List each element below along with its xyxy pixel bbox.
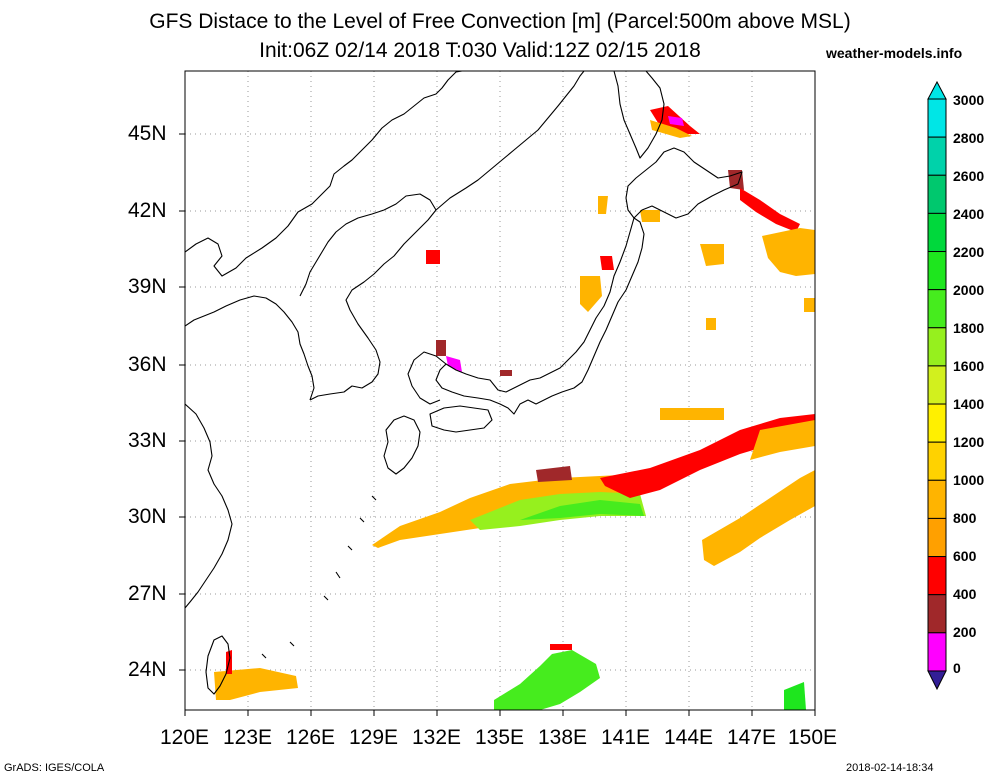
colorbar-segment <box>927 441 947 481</box>
lat-label: 39N <box>128 275 167 298</box>
colorbar-segment <box>927 556 947 596</box>
lon-label: 129E <box>349 726 399 749</box>
colorbar-label: 0 <box>953 660 961 676</box>
field-patch <box>214 668 298 700</box>
colorbar-label: 1200 <box>953 434 985 450</box>
colorbar-segment <box>927 136 947 176</box>
field-patch <box>702 470 815 566</box>
field-patch <box>520 500 644 520</box>
colorbar-segment <box>927 251 947 291</box>
lon-label: 123E <box>223 726 273 749</box>
colorbar-segment <box>927 174 947 214</box>
field-patch <box>580 276 602 312</box>
field-patch <box>784 682 806 710</box>
coast-honshu <box>435 217 645 415</box>
field-patch <box>426 250 440 264</box>
convection-field <box>214 106 815 710</box>
lon-label: 147E <box>727 726 777 749</box>
field-patch <box>668 116 684 126</box>
field-patch <box>740 188 800 232</box>
colorbar-segment <box>927 594 947 634</box>
site-label: weather-models.info <box>826 45 963 61</box>
colorbar-arrow-top <box>927 80 947 100</box>
lat-label: 24N <box>128 658 167 681</box>
lon-label: 120E <box>160 726 210 749</box>
colorbar-label: 3000 <box>953 92 985 108</box>
lon-label: 132E <box>412 726 462 749</box>
coast-honshu-west <box>407 351 447 405</box>
coast-asia-mainland <box>185 71 463 401</box>
coast-korea <box>299 193 437 401</box>
colorbar-segment <box>927 403 947 443</box>
coast-china-east <box>185 403 233 609</box>
colorbar <box>927 80 947 691</box>
colorbar-segment <box>927 212 947 253</box>
field-patch <box>536 466 572 482</box>
lat-label: 33N <box>128 429 167 452</box>
footer-timestamp: 2018-02-14-18:34 <box>846 762 934 774</box>
colorbar-segment <box>927 632 947 672</box>
colorbar-label: 2600 <box>953 168 985 184</box>
lat-label: 30N <box>128 505 167 528</box>
colorbar-label: 1600 <box>953 358 985 374</box>
colorbar-segment <box>927 365 947 405</box>
coast-shikoku <box>429 405 493 433</box>
colorbar-arrow-bottom <box>927 670 947 691</box>
lat-label: 45N <box>128 122 167 145</box>
coast-taiwan <box>205 635 231 695</box>
field-patch <box>640 210 660 222</box>
footer-software: GrADS: IGES/COLA <box>4 762 105 774</box>
coast-hokkaido <box>625 147 743 219</box>
lat-label: 42N <box>128 199 167 222</box>
colorbar-label: 200 <box>953 624 977 640</box>
lon-label: 141E <box>601 726 651 749</box>
field-patch <box>700 244 724 266</box>
colorbar-segment <box>927 479 947 519</box>
coast-ryukyu <box>261 495 377 659</box>
field-patch <box>762 228 815 276</box>
coast-sakhalin <box>613 71 665 159</box>
colorbar-label: 1400 <box>953 396 985 412</box>
title-line-2: Init:06Z 02/14 2018 T:030 Valid:12Z 02/1… <box>259 39 701 62</box>
field-patch <box>804 298 815 312</box>
colorbar-label: 2200 <box>953 244 985 260</box>
lat-label: 36N <box>128 353 167 376</box>
field-patch <box>446 356 462 372</box>
lat-label: 27N <box>128 582 167 605</box>
field-patch <box>706 318 716 330</box>
title-line-1: GFS Distace to the Level of Free Convect… <box>149 10 851 33</box>
colorbar-segment <box>927 98 947 138</box>
field-patch <box>550 644 572 650</box>
lon-label: 135E <box>475 726 525 749</box>
field-patch <box>600 256 614 270</box>
colorbar-label: 1800 <box>953 320 985 336</box>
lon-label: 126E <box>286 726 336 749</box>
field-patch <box>660 408 724 420</box>
lon-label: 150E <box>788 726 838 749</box>
colorbar-segment <box>927 327 947 367</box>
field-patch <box>436 340 446 356</box>
field-patch <box>598 196 608 214</box>
colorbar-segment <box>927 517 947 558</box>
colorbar-label: 1000 <box>953 472 985 488</box>
colorbar-label: 400 <box>953 586 977 602</box>
lon-label: 144E <box>664 726 714 749</box>
colorbar-label: 600 <box>953 548 977 564</box>
field-patch <box>494 650 600 710</box>
field-patch <box>750 420 815 460</box>
coast-russia-east <box>435 71 585 211</box>
colorbar-label: 800 <box>953 510 977 526</box>
colorbar-label: 2800 <box>953 130 985 146</box>
field-patch <box>500 370 512 376</box>
coast-kyushu <box>383 415 421 475</box>
colorbar-label: 2000 <box>953 282 985 298</box>
axis-ticks <box>179 133 816 716</box>
lon-label: 138E <box>538 726 588 749</box>
coastlines <box>185 71 743 695</box>
colorbar-label: 2400 <box>953 206 985 222</box>
colorbar-segment <box>927 289 947 329</box>
